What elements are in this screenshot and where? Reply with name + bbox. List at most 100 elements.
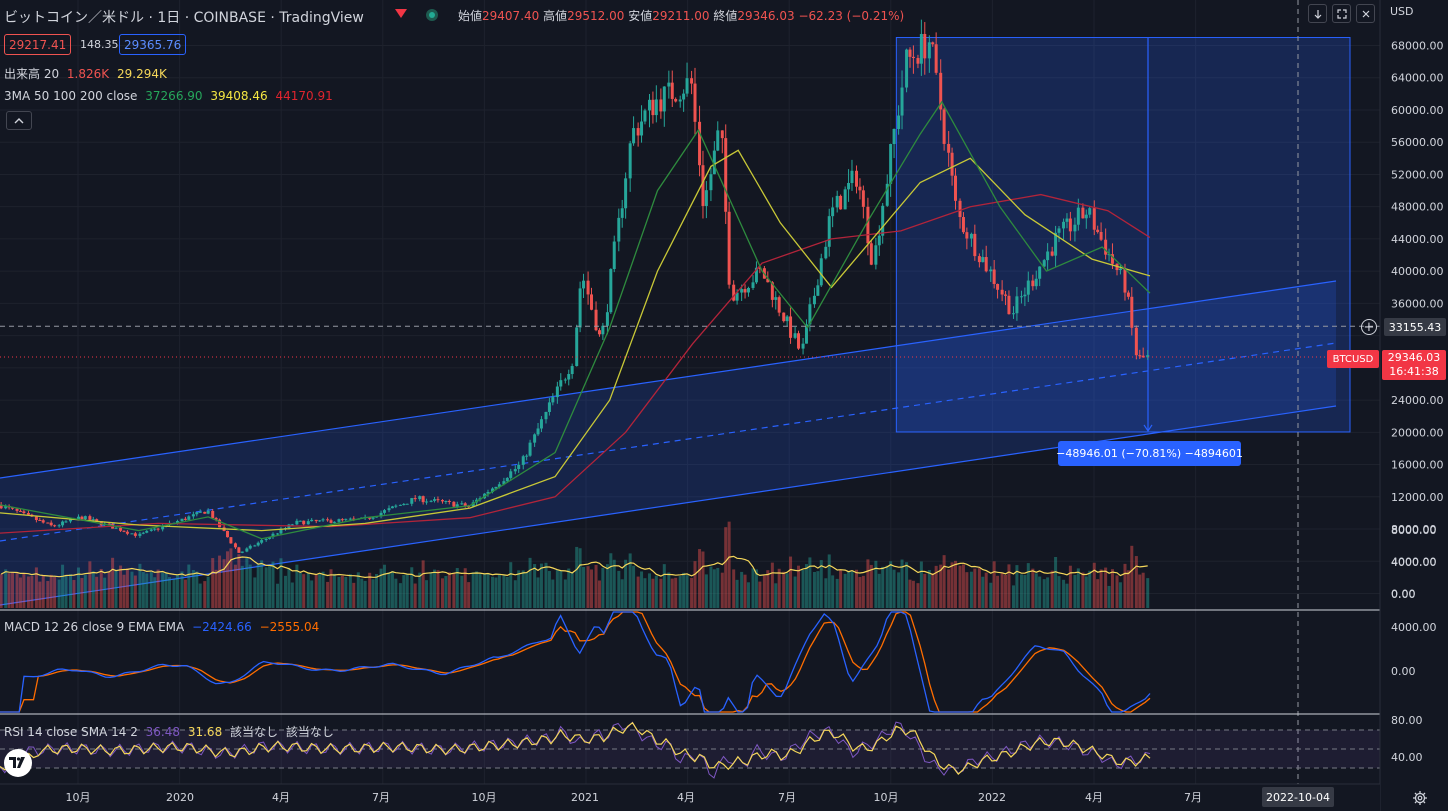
macd-value: −2424.66 [192,620,252,634]
time-tick-label: 4月 [677,791,695,804]
candle-body [340,519,344,521]
scroll-down-button[interactable] [1308,4,1327,23]
volume-bar [908,579,912,608]
candle-body [1054,232,1058,256]
volume-bar [390,571,394,608]
ma-legend[interactable]: 3MA 50 100 200 close 37266.90 39408.46 4… [4,89,333,103]
candle-body [839,195,843,210]
candle-body [740,289,744,293]
date-price-range-box[interactable] [895,37,1351,433]
volume-bar [436,570,440,608]
volume-bar [533,564,537,608]
volume-bar [69,574,73,608]
volume-bar [502,575,506,608]
volume-bar [11,572,15,608]
volume-bar [965,572,969,608]
volume-bar [4,569,8,608]
volume-bars [0,521,1150,608]
candle-body [827,216,831,247]
volume-bar [1134,556,1138,608]
volume-bar [26,576,30,608]
volume-bar [410,567,414,608]
buy-price-button[interactable]: 29365.76 [119,34,187,55]
candle-body [433,499,437,501]
volume-bar [1004,574,1008,608]
volume-bar [597,580,601,608]
volume-bar [1107,585,1111,608]
add-alert-icon[interactable]: + [1361,319,1377,335]
volume-bar [916,583,920,608]
volume-bar [1088,570,1092,608]
candle-body [218,519,222,528]
candle-body [276,533,280,535]
volume-bar [122,574,126,608]
time-axis-panel[interactable] [0,784,1380,811]
volume-bar [452,573,456,608]
candle-body [900,87,904,116]
volume-bar [981,576,985,608]
volume-bar [850,570,854,608]
candle-body [429,500,433,502]
candle-body [889,144,893,184]
volume-bar [111,557,115,608]
volume-bar [491,576,495,608]
candle-body [455,504,459,507]
volume-bar [130,571,134,608]
rsi-legend[interactable]: RSI 14 close SMA 14 2 36.48 31.68 該当なし 該… [4,723,334,740]
volume-bar [808,557,812,608]
volume-bar [1062,579,1066,608]
fullscreen-button[interactable] [1332,4,1351,23]
candle-body [264,538,268,541]
volume-bar [256,564,260,608]
channel-upper-line[interactable] [0,280,1337,479]
close-pane-button[interactable] [1356,4,1375,23]
candle-body [4,506,8,509]
macd-legend[interactable]: MACD 12 26 close 9 EMA EMA −2424.66 −255… [4,620,319,634]
triangle-down-icon [395,9,407,18]
price-tick-label: 68000.00 [1391,40,1444,53]
volume-bar [758,581,762,608]
candle-body [567,374,571,380]
chart-settings-button[interactable] [1411,789,1429,807]
candle-body [533,434,537,443]
measure-box[interactable] [895,37,1351,433]
candle-body [1000,289,1004,295]
low-label: 安値 [628,9,653,23]
volume-bar [651,578,655,608]
currency-label[interactable]: USD [1390,5,1414,18]
volume-bar [444,576,448,608]
candle-body [589,294,593,310]
candle-body [195,512,199,515]
candle-body [460,503,464,505]
collapse-legend-button[interactable] [6,111,32,130]
candle-body [15,508,19,511]
candle-body [1004,294,1008,296]
volume-bar [15,573,19,608]
rsi-tick-label: 80.00 [1391,714,1423,727]
volume-bar [53,576,57,608]
volume-bar [911,580,915,608]
measure-arrow-head [1143,424,1153,433]
tradingview-logo-icon[interactable] [4,749,32,777]
sell-price-button[interactable]: 29217.41 [4,34,72,55]
symbol-title[interactable]: ビットコイン／米ドル · 1日 · COINBASE · TradingView [4,10,364,26]
volume-bar [463,568,467,608]
volume-bar [72,580,76,608]
candle-body [1146,355,1150,358]
candle-body [130,533,134,535]
volume-bar [99,568,103,608]
volume-bar [835,578,839,608]
candle-body [203,511,207,514]
channel-midline[interactable] [0,342,1337,542]
channel-lower-line[interactable] [0,405,1337,606]
rsi-band1-value: 該当なし [230,725,279,739]
candle-body [874,245,878,265]
volume-bar [793,576,797,608]
candle-body [326,519,330,521]
volume-bar [429,572,433,608]
candle-body [61,521,65,526]
price-axis-panel[interactable] [1380,0,1448,811]
volume-legend[interactable]: 出来高 20 1.826K 29.294K [4,65,167,82]
market-status-icon[interactable] [426,9,438,21]
